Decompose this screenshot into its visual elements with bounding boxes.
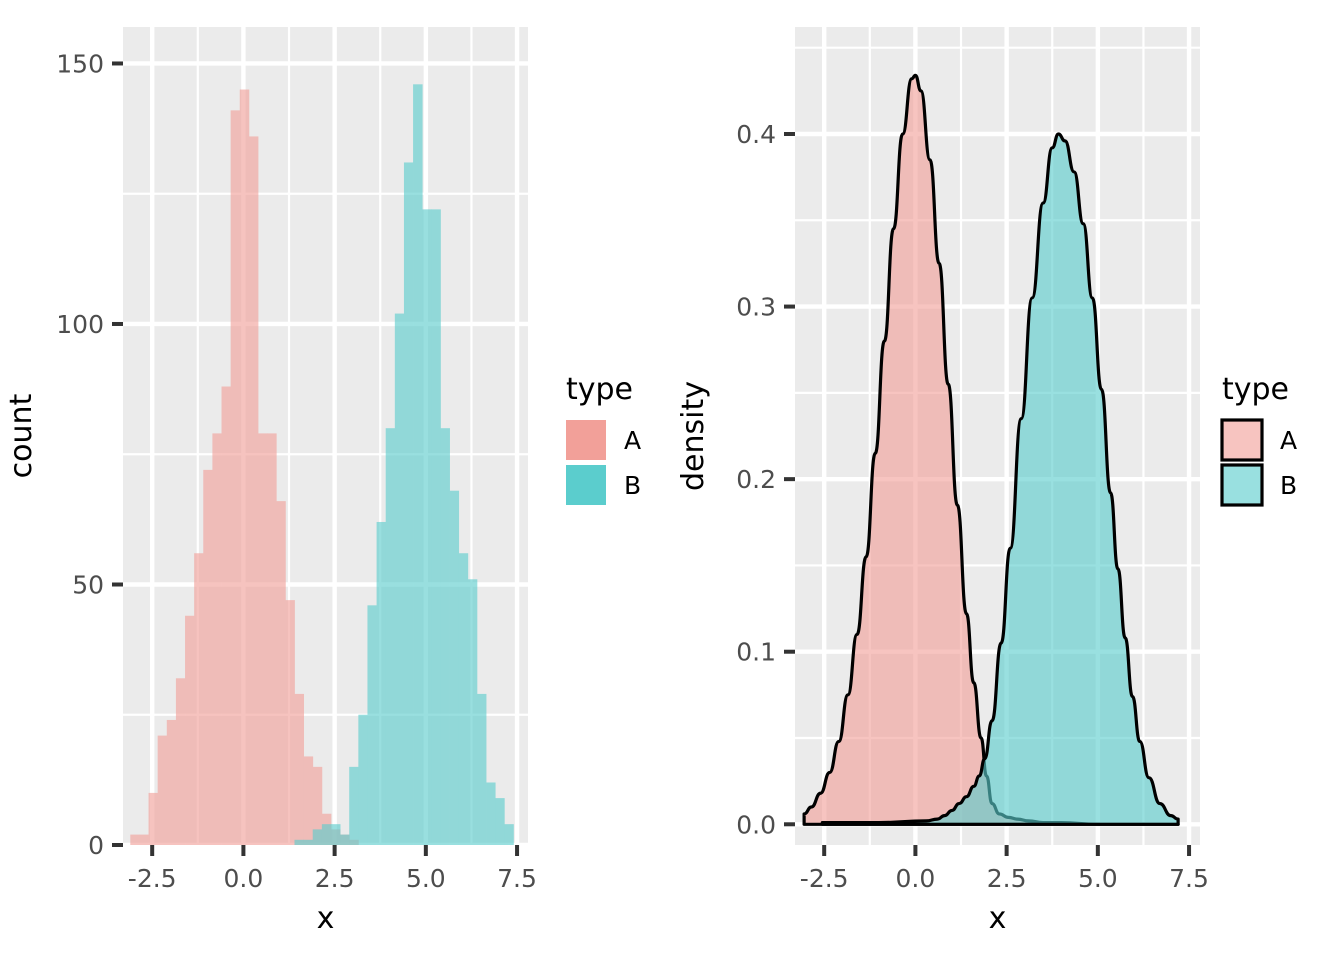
x-axis-tick-label: 2.5 (315, 864, 355, 893)
y-axis-tick-label: 0.0 (736, 810, 776, 839)
y-axis-tick-label: 50 (72, 570, 104, 599)
histogram-bar (312, 766, 323, 845)
histogram-bar (312, 829, 323, 845)
histogram-bar (486, 782, 496, 845)
y-axis-tick-label: 0.4 (736, 120, 776, 149)
y-axis-tick-label: 0.2 (736, 465, 776, 494)
svg-dens-group: -2.5 0.0 2.5 5.0 7.5 0.0 0.1 0.2 0.3 0.4 x density t… (676, 27, 1297, 936)
legend: type AB (1220, 372, 1297, 507)
legend-key-swatch (566, 420, 606, 460)
histogram-bar (321, 824, 332, 845)
y-axis-title: density (676, 381, 711, 491)
x-axis-tick-label: 5.0 (1078, 864, 1118, 893)
x-axis-tick-label: -2.5 (128, 864, 177, 893)
histogram-bar (330, 824, 341, 845)
histogram-bar (175, 678, 186, 845)
histogram-bar (230, 110, 241, 845)
histogram-bar (303, 756, 314, 845)
legend-key-label: A (624, 426, 641, 455)
histogram-bar (185, 615, 195, 845)
histogram-bar (130, 834, 140, 845)
histogram-series-A (130, 89, 359, 845)
legend-key-label: A (1280, 426, 1297, 455)
legend: type AB (566, 372, 641, 505)
density-panel: -2.5 0.0 2.5 5.0 7.5 0.0 0.1 0.2 0.3 0.4 x density t… (672, 0, 1344, 960)
y-axis-title: count (4, 393, 39, 478)
legend-key-swatch (566, 465, 606, 505)
data-marks (802, 73, 1180, 826)
histogram-bar (403, 162, 414, 845)
histogram-series-B (294, 84, 514, 845)
histogram-bar (376, 521, 387, 845)
histogram-bar (349, 766, 359, 845)
histogram-bar (340, 834, 350, 845)
histogram-bar (276, 501, 286, 845)
density-svg: -2.5 0.0 2.5 5.0 7.5 0.0 0.1 0.2 0.3 0.4 x density t… (676, 27, 1297, 936)
histogram-bar (203, 469, 213, 845)
histogram-bar (166, 719, 177, 845)
histogram-bar (467, 579, 478, 845)
y-axis-tick-label: 150 (56, 49, 104, 78)
x-axis-tick-label: 0.0 (896, 864, 936, 893)
histogram-bar (157, 735, 168, 845)
histogram-bar (476, 693, 487, 845)
histogram-bar (458, 553, 469, 845)
x-axis-tick-label: 5.0 (406, 864, 446, 893)
density-area (820, 132, 1180, 826)
histogram-bar (367, 605, 377, 845)
legend-key-swatch (1220, 463, 1264, 507)
legend-key-label: B (1280, 471, 1297, 500)
density-series-B (820, 132, 1180, 826)
histogram-bar (212, 433, 222, 845)
legend-key-label: B (624, 471, 641, 500)
x-axis-tick-label: -2.5 (800, 864, 849, 893)
histogram-bar (258, 433, 268, 845)
legend-key-swatch (1220, 418, 1264, 462)
x-axis-title: x (989, 901, 1007, 936)
histogram-bar (422, 209, 432, 845)
histogram-bar (413, 84, 423, 845)
x-axis-tick-label: 0.0 (224, 864, 264, 893)
x-axis-title: x (317, 901, 335, 936)
histogram-bar (358, 714, 368, 845)
y-axis-tick-label: 0.3 (736, 293, 776, 322)
y-axis-tick-label: 0 (88, 831, 104, 860)
histogram-bar (504, 824, 514, 845)
histogram-bar (431, 209, 441, 845)
legend-item-B[interactable]: B (1220, 463, 1297, 507)
x-axis-tick-label: 2.5 (987, 864, 1027, 893)
data-marks (130, 84, 514, 845)
y-axis-tick-label: 100 (56, 310, 104, 339)
legend-title: type (566, 372, 633, 407)
legend-item-A[interactable]: A (566, 420, 641, 460)
histogram-bar (239, 89, 250, 845)
histogram-bar (303, 839, 314, 845)
histogram-bar (248, 136, 259, 845)
histogram-panel: -2.5 0.0 2.5 5.0 7.5 0 50 100 150 x count type A B (4, 27, 641, 936)
histogram-bar (139, 834, 149, 845)
legend-item-A[interactable]: A (1220, 418, 1297, 462)
histogram-bar (285, 600, 295, 845)
histogram-bar (495, 798, 505, 845)
histogram-bar (394, 313, 405, 845)
histogram-svg: -2.5 0.0 2.5 5.0 7.5 0 50 100 150 x count type AB (4, 27, 641, 936)
legend-title: type (1222, 372, 1289, 407)
histogram-bar (294, 839, 305, 845)
histogram-bar (194, 553, 204, 845)
x-axis-tick-label: 7.5 (1169, 864, 1209, 893)
histogram-bar (294, 693, 305, 845)
x-axis-tick-label: 7.5 (497, 864, 537, 893)
histogram-bar (267, 433, 277, 845)
histogram-bar (449, 490, 460, 845)
histogram-bar (148, 792, 159, 845)
histogram-bar (221, 386, 232, 845)
histogram-bar (440, 428, 450, 845)
histogram-bar (385, 428, 396, 845)
axes: -2.5 0.0 2.5 5.0 7.5 0 50 100 150 x count (4, 49, 537, 936)
legend-item-B[interactable]: B (566, 465, 641, 505)
y-axis-tick-label: 0.1 (736, 638, 776, 667)
axes: -2.5 0.0 2.5 5.0 7.5 0.0 0.1 0.2 0.3 0.4 x density (676, 120, 1209, 936)
svg-hist-group: -2.5 0.0 2.5 5.0 7.5 0 50 100 150 x count type AB (4, 27, 641, 936)
